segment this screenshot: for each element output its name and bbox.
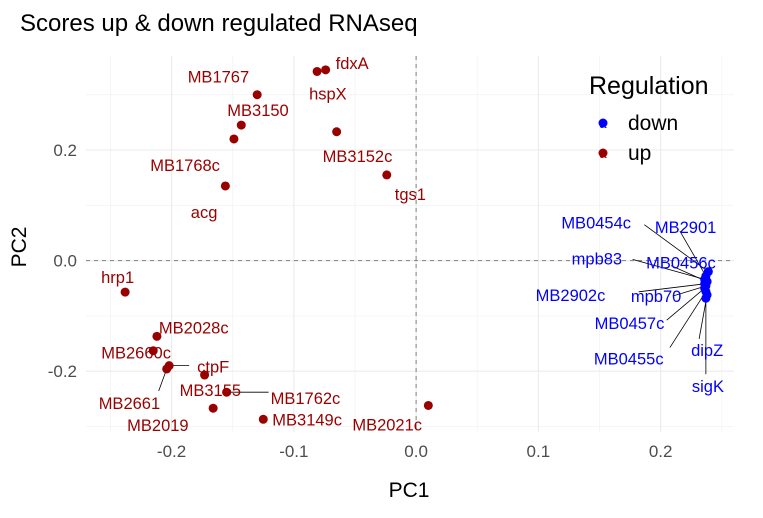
point-label-up: hrp1 bbox=[101, 269, 134, 287]
point-label-down: MB0455c bbox=[594, 351, 664, 369]
point-label-down: sigK bbox=[692, 378, 724, 396]
point-label-up: MB2021c bbox=[352, 416, 422, 434]
legend-entry-down: a down bbox=[598, 112, 678, 135]
point-label-up: MB2661 bbox=[99, 395, 160, 413]
point-label-down: mpb70 bbox=[631, 288, 681, 306]
data-points bbox=[120, 65, 713, 424]
point-label-down: MB2901 bbox=[655, 219, 716, 237]
point-up bbox=[312, 66, 322, 76]
x-tick-label: -0.2 bbox=[157, 442, 186, 461]
point-up bbox=[208, 403, 218, 413]
label-connector bbox=[679, 230, 707, 277]
label-connector bbox=[666, 287, 705, 321]
point-label-up: tgs1 bbox=[395, 186, 426, 204]
point-up bbox=[423, 400, 433, 410]
label-connector bbox=[644, 224, 709, 272]
label-connector bbox=[632, 259, 705, 280]
point-label-down: MB0457c bbox=[595, 315, 665, 333]
point-up bbox=[382, 170, 392, 180]
reference-lines bbox=[86, 56, 734, 432]
x-tick-label: 0.2 bbox=[649, 442, 673, 461]
point-up bbox=[258, 414, 268, 424]
point-up bbox=[220, 181, 230, 191]
grid-minor bbox=[86, 56, 734, 432]
legend-key-up-glyph: a bbox=[599, 146, 607, 161]
legend-entry-up: a up bbox=[598, 142, 651, 165]
chart-title: Scores up & down regulated RNAseq bbox=[20, 10, 418, 37]
point-label-up: MB3150 bbox=[227, 102, 288, 120]
point-label-up: MB2019 bbox=[127, 417, 188, 435]
legend-label-up: up bbox=[628, 142, 651, 165]
point-up bbox=[321, 65, 331, 75]
point-up bbox=[252, 90, 262, 100]
x-tick-label: 0.1 bbox=[527, 442, 551, 461]
point-up bbox=[148, 346, 158, 356]
point-label-up: MB2028c bbox=[159, 319, 229, 337]
point-label-up: MB1768c bbox=[150, 157, 220, 175]
point-label-up: MB3155 bbox=[180, 382, 241, 400]
point-label-up: MB1767 bbox=[188, 69, 249, 87]
legend-key-down-point bbox=[598, 118, 608, 128]
point-up bbox=[162, 364, 172, 374]
x-tick-label: -0.1 bbox=[279, 442, 308, 461]
point-label-up: hspX bbox=[309, 85, 347, 103]
y-tick-label: 0.2 bbox=[53, 141, 77, 160]
point-label-up: MB1762c bbox=[271, 390, 341, 408]
legend-label-down: down bbox=[628, 112, 678, 135]
point-up bbox=[120, 287, 130, 297]
point-up bbox=[236, 120, 246, 130]
point-label-up: MB2660c bbox=[101, 345, 171, 363]
point-label-down: dipZ bbox=[691, 342, 723, 360]
y-axis-title: PC2 bbox=[8, 227, 31, 268]
point-up bbox=[152, 331, 162, 341]
label-connector bbox=[669, 291, 707, 348]
legend: Regulation a down a up bbox=[589, 72, 709, 165]
point-label-up: fdxA bbox=[336, 55, 369, 73]
point-label-up: MB3149c bbox=[272, 411, 342, 429]
label-connector bbox=[638, 283, 705, 293]
y-tick-label: 0.0 bbox=[53, 252, 77, 271]
x-tick-label: 0.0 bbox=[404, 442, 428, 461]
point-up bbox=[200, 370, 210, 380]
legend-key-down-glyph: a bbox=[599, 116, 607, 131]
legend-title: Regulation bbox=[589, 72, 709, 100]
x-axis-title: PC1 bbox=[389, 479, 430, 502]
point-down bbox=[701, 293, 711, 303]
x-axis-ticks: -0.2 -0.1 0.0 0.1 0.2 bbox=[157, 442, 673, 461]
point-label-down: mpb83 bbox=[572, 250, 622, 268]
point-label-up: MB3152c bbox=[323, 148, 393, 166]
y-axis-ticks: -0.2 0.0 0.2 bbox=[48, 141, 77, 381]
point-label-up: ctpF bbox=[197, 359, 229, 377]
point-up bbox=[229, 134, 239, 144]
point-label-down: MB0456c bbox=[646, 255, 716, 273]
y-tick-label: -0.2 bbox=[48, 362, 77, 381]
point-label-up: acg bbox=[191, 204, 218, 222]
point-label-down: MB0454c bbox=[561, 215, 631, 233]
point-labels: fdxAhspXMB1767MB3150MB3152cMB1768ctgs1ac… bbox=[99, 55, 724, 435]
point-label-down: MB2902c bbox=[536, 287, 606, 305]
point-up bbox=[222, 387, 232, 397]
legend-key-up-point bbox=[598, 148, 608, 158]
point-up bbox=[332, 127, 342, 137]
